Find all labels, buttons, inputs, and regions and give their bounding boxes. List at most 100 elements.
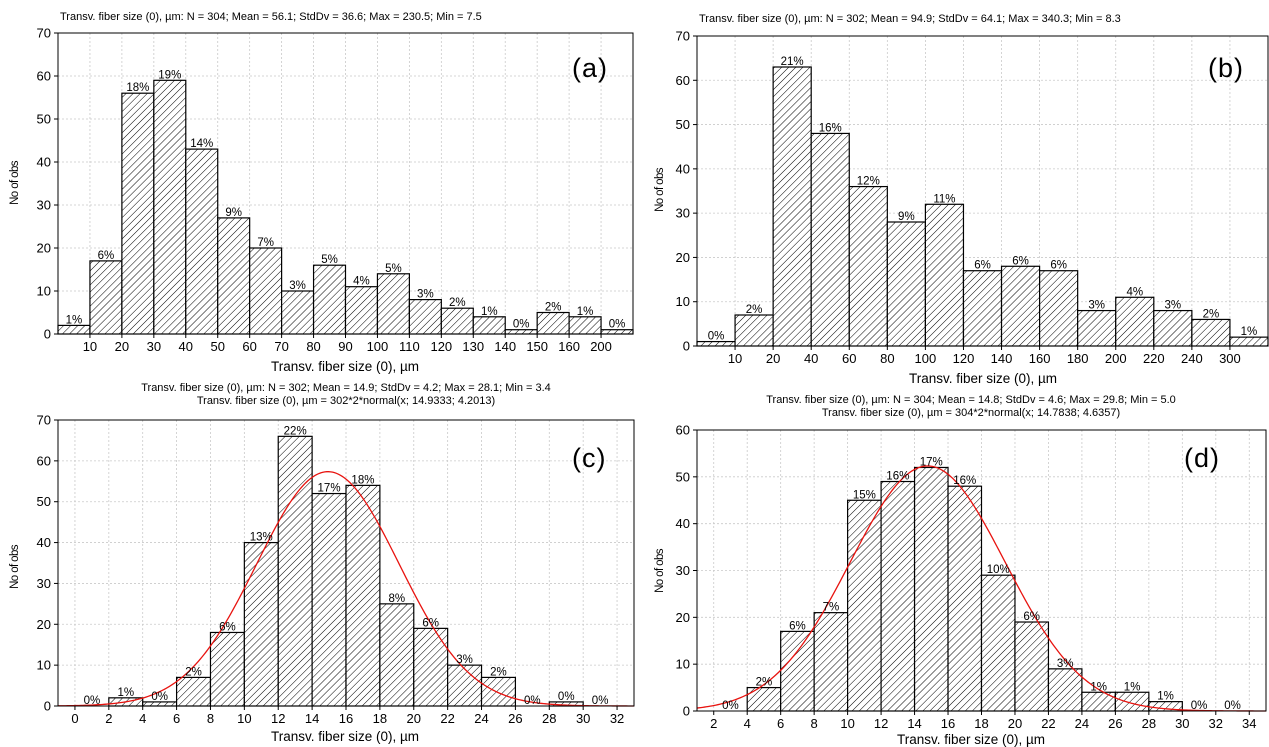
- y-tick-label: 20: [676, 250, 690, 265]
- percent-label: 3%: [1165, 300, 1182, 312]
- x-tick-label: 14: [305, 711, 319, 726]
- histogram-bar: [57, 324, 91, 335]
- percent-label: 11%: [933, 193, 955, 205]
- histogram-bar: [1047, 668, 1083, 712]
- percent-label: 7%: [257, 237, 274, 249]
- x-tick-label: 90: [338, 339, 352, 354]
- x-tick-label: 200: [1105, 351, 1127, 366]
- x-tick-label: 16: [339, 711, 353, 726]
- histogram-bar: [281, 290, 315, 335]
- x-tick-label: 30: [147, 339, 161, 354]
- y-tick-label: 50: [37, 494, 51, 509]
- y-tick-label: 30: [676, 206, 690, 221]
- percent-label: 6%: [98, 250, 115, 262]
- histogram-bar: [1191, 318, 1231, 347]
- percent-label: 3%: [456, 654, 473, 666]
- y-tick-label: 40: [676, 516, 690, 531]
- panel-label: (d): [1184, 443, 1220, 473]
- histogram-bar: [980, 574, 1016, 712]
- percent-label: 0%: [151, 691, 168, 703]
- histogram-bar: [472, 316, 506, 335]
- x-tick-label: 8: [811, 716, 818, 731]
- y-tick-label: 30: [37, 576, 51, 591]
- y-tick-label: 10: [37, 284, 51, 299]
- x-tick-label: 240: [1181, 351, 1203, 366]
- x-tick-label: 100: [915, 351, 937, 366]
- percent-label: 0%: [513, 319, 530, 331]
- x-tick-label: 32: [1209, 716, 1223, 731]
- x-tick-label: 30: [1175, 716, 1189, 731]
- y-tick-label: 0: [683, 339, 690, 354]
- x-tick-label: 22: [1041, 716, 1055, 731]
- y-tick-label: 40: [37, 535, 51, 550]
- percent-label: 16%: [886, 471, 909, 483]
- percent-label: 7%: [823, 602, 840, 614]
- x-tick-label: 18: [373, 711, 387, 726]
- percent-label: 16%: [953, 475, 976, 487]
- histogram-bar: [243, 541, 279, 707]
- histogram-bar: [277, 435, 313, 707]
- percent-label: 1%: [577, 306, 594, 318]
- percent-label: 3%: [289, 280, 306, 292]
- histogram-bar: [1000, 265, 1041, 347]
- histogram-bar: [376, 273, 410, 335]
- percent-label: 12%: [857, 176, 880, 188]
- x-tick-label: 150: [526, 339, 548, 354]
- percent-label: 0%: [722, 700, 739, 712]
- histogram-bar: [536, 311, 570, 335]
- percent-label: 1%: [1241, 326, 1258, 338]
- percent-label: 18%: [351, 474, 374, 486]
- y-tick-label: 50: [676, 117, 690, 132]
- y-tick-label: 10: [37, 658, 51, 673]
- panel-label: (a): [572, 53, 608, 83]
- histogram-bar: [913, 466, 949, 712]
- x-axis-label: Transv. fiber size (0), µm: [271, 359, 419, 374]
- percent-label: 0%: [592, 695, 609, 707]
- percent-label: 0%: [524, 695, 541, 707]
- x-tick-label: 26: [1108, 716, 1122, 731]
- y-tick-label: 0: [683, 704, 690, 719]
- x-tick-label: 80: [880, 351, 894, 366]
- x-tick-label: 4: [139, 711, 146, 726]
- percent-label: 6%: [1012, 255, 1029, 267]
- percent-label: 6%: [1023, 611, 1040, 623]
- percent-label: 1%: [1090, 681, 1107, 693]
- percent-label: 2%: [545, 302, 562, 314]
- y-tick-label: 40: [37, 155, 51, 170]
- percent-label: 2%: [1203, 308, 1220, 320]
- x-tick-label: 0: [71, 711, 78, 726]
- histogram-bar: [153, 79, 187, 335]
- y-tick-label: 50: [37, 112, 51, 127]
- x-tick-label: 70: [274, 339, 288, 354]
- percent-label: 1%: [481, 306, 498, 318]
- histogram-bar: [848, 185, 888, 347]
- x-tick-label: 6: [173, 711, 180, 726]
- x-tick-label: 24: [474, 711, 488, 726]
- x-tick-label: 20: [115, 339, 129, 354]
- y-tick-label: 0: [44, 327, 51, 342]
- x-tick-label: 100: [367, 339, 389, 354]
- percent-label: 13%: [250, 532, 273, 544]
- histogram-bar: [440, 307, 474, 335]
- plot-frame: [696, 35, 1269, 347]
- y-tick-label: 20: [37, 617, 51, 632]
- percent-label: 2%: [490, 666, 507, 678]
- histogram-bar: [379, 603, 415, 707]
- header-line-1: Transv. fiber size (0), µm: N = 302; Mea…: [699, 13, 1121, 25]
- x-tick-label: 22: [440, 711, 454, 726]
- y-axis-label: No of obs: [654, 548, 666, 593]
- x-tick-label: 160: [1029, 351, 1051, 366]
- x-tick-label: 12: [874, 716, 888, 731]
- x-tick-label: 30: [576, 711, 590, 726]
- y-tick-label: 20: [676, 610, 690, 625]
- header-line-2: Transv. fiber size (0), µm = 304*2*norma…: [822, 407, 1120, 419]
- histogram-bar: [1115, 296, 1155, 347]
- y-tick-label: 60: [37, 69, 51, 84]
- histogram-bar: [121, 92, 155, 335]
- y-tick-label: 50: [676, 469, 690, 484]
- percent-label: 1%: [66, 314, 83, 326]
- percent-label: 22%: [284, 425, 307, 437]
- histogram-bar: [209, 631, 245, 707]
- y-tick-label: 70: [676, 29, 690, 44]
- percent-label: 3%: [1088, 300, 1105, 312]
